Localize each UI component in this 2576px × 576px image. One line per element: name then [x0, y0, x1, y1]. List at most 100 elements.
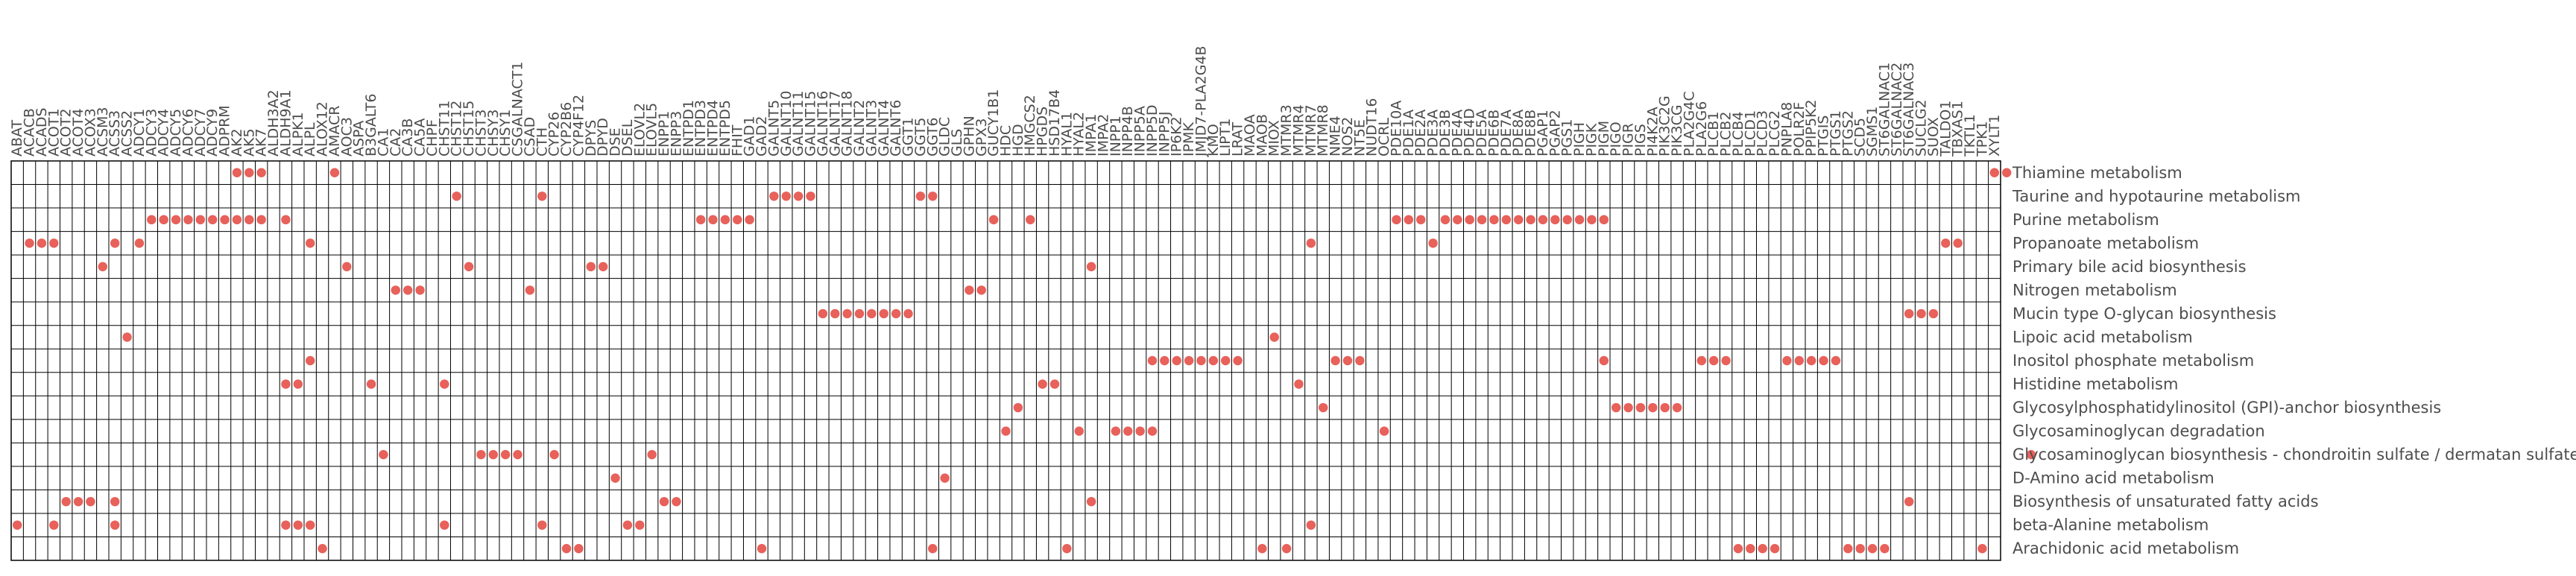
- gene-label: GPX3: [973, 118, 990, 156]
- gene-pathway-dot: [293, 520, 303, 530]
- gene-label: CA2: [388, 128, 404, 156]
- pathway-label: Histidine metabolism: [2012, 376, 2178, 393]
- gene-label: CYP2B6: [558, 102, 575, 156]
- gene-pathway-dot: [1904, 308, 1914, 319]
- gene-pathway-dot: [1538, 215, 1548, 225]
- gene-label: ENTPD5: [717, 100, 733, 156]
- gene-pathway-dot: [793, 192, 804, 201]
- gene-pathway-dot: [476, 449, 486, 460]
- gene-pathway-dot: [1611, 402, 1621, 413]
- gene-label: GALNT16: [815, 91, 831, 156]
- gene-label: ADCY9: [204, 109, 221, 156]
- gene-pathway-dot: [86, 496, 95, 507]
- gene-pathway-dot: [1855, 544, 1865, 554]
- gene-label: GALNT11: [790, 91, 806, 156]
- pathway-label: Glycosylphosphatidylinositol (GPI)-ancho…: [2012, 399, 2441, 417]
- gene-label: ALPK1: [290, 112, 306, 156]
- gene-label: NT5E: [1351, 119, 1368, 156]
- gene-pathway-dot: [891, 308, 901, 319]
- gene-pathway-dot: [1904, 496, 1914, 507]
- gene-pathway-dot: [769, 192, 779, 201]
- gene-pathway-dot: [281, 215, 291, 225]
- gene-pathway-dot: [171, 215, 181, 225]
- gene-pathway-dot: [98, 262, 108, 272]
- gene-label: ST6GALNAC1: [1876, 63, 1892, 156]
- gene-pathway-dot: [488, 449, 499, 460]
- gene-pathway-dot: [1379, 426, 1389, 436]
- gene-pathway-dot: [1221, 355, 1231, 366]
- pathway-label: Glycosaminoglycan biosynthesis - chondro…: [2012, 446, 2576, 463]
- gene-label: CHST3: [473, 110, 489, 156]
- gene-pathway-dot: [695, 215, 706, 225]
- gene-label: CYP26: [546, 112, 563, 156]
- gene-pathway-dot: [561, 544, 572, 554]
- gene-label: CHSY1: [497, 110, 514, 156]
- gene-label: GGT6: [924, 118, 941, 156]
- gene-label: PGAP1: [1535, 110, 1551, 156]
- gene-label: ACOX3: [82, 108, 98, 156]
- gene-pathway-dot: [147, 215, 157, 225]
- gene-pathway-dot: [1708, 355, 1719, 366]
- gene-label: CHSY3: [485, 110, 502, 156]
- gene-pathway-dot: [635, 520, 645, 530]
- gene-label: HPGDS: [1035, 107, 1051, 156]
- gene-pathway-dot: [1160, 355, 1169, 366]
- gene-label: NUDT16: [1364, 98, 1380, 156]
- gene-label: ACACB: [22, 108, 38, 156]
- pathway-label: Arachidonic acid metabolism: [2012, 539, 2239, 557]
- gene-label: PIGH: [1571, 122, 1588, 156]
- gene-pathway-dot: [37, 238, 47, 248]
- gene-label: PDE4D: [1462, 108, 1478, 156]
- gene-pathway-dot: [1281, 544, 1292, 554]
- gene-label: GAD1: [742, 116, 758, 156]
- gene-label: GALNT5: [765, 100, 782, 156]
- gene-pathway-dot: [110, 496, 120, 507]
- grid-frame: [10, 160, 2001, 561]
- gene-pathway-dot: [1941, 238, 1951, 248]
- gene-label: LIPT1: [1217, 118, 1234, 156]
- gene-pathway-dot: [110, 238, 120, 248]
- gene-label: PIGM: [1596, 121, 1612, 156]
- gene-pathway-dot: [49, 238, 59, 248]
- gene-pathway-dot: [1330, 355, 1340, 366]
- gene-pathway-dot: [1587, 215, 1597, 225]
- gene-pathway-dot: [281, 520, 291, 530]
- gene-label: ADCY5: [168, 109, 184, 156]
- gene-label: GALNT15: [803, 91, 819, 156]
- gene-pathway-dot: [1306, 238, 1316, 248]
- gene-pathway-dot: [1111, 426, 1121, 436]
- gene-pathway-dot: [61, 496, 71, 507]
- gene-pathway-dot: [1880, 544, 1890, 554]
- gene-pathway-dot: [928, 544, 938, 554]
- gene-label: TKTL1: [1962, 114, 1978, 157]
- gene-label: CSAD: [522, 117, 538, 156]
- gene-pathway-dot: [806, 192, 815, 201]
- gene-label: PLCB4: [1730, 112, 1746, 156]
- gene-pathway-dot: [1672, 402, 1682, 413]
- gene-pathway-dot: [1001, 426, 1011, 436]
- gene-pathway-dot: [1294, 379, 1304, 389]
- gene-label: PIGS: [1632, 124, 1649, 156]
- gene-pathway-dot: [402, 285, 413, 295]
- gene-label: PTGIS: [1816, 115, 1832, 156]
- gene-pathway-dot: [1648, 402, 1658, 413]
- gene-pathway-dot: [1977, 544, 1987, 554]
- gene-pathway-dot: [1086, 496, 1096, 507]
- gene-label: AMACR: [326, 105, 343, 156]
- gene-pathway-dot: [574, 544, 584, 554]
- gene-label: PDE3B: [1437, 110, 1453, 156]
- gene-label: CTH: [534, 127, 550, 156]
- gene-pathway-dot: [1428, 238, 1438, 248]
- gene-pathway-dot: [73, 496, 83, 507]
- gene-label: TPK1: [1974, 121, 1990, 157]
- gene-label: ENPP1: [656, 111, 672, 156]
- gene-pathway-dot: [25, 238, 34, 248]
- gene-label: AK7: [253, 128, 270, 156]
- gene-label: HDC: [998, 125, 1014, 156]
- gene-label: INPP1: [1108, 115, 1124, 156]
- gene-pathway-dot: [1758, 544, 1767, 554]
- gene-label: MIOX: [1266, 120, 1283, 156]
- gene-label: CHPF: [424, 119, 441, 156]
- gene-label: PDE7A: [1498, 110, 1515, 156]
- gene-label: PLA2G6: [1693, 101, 1710, 156]
